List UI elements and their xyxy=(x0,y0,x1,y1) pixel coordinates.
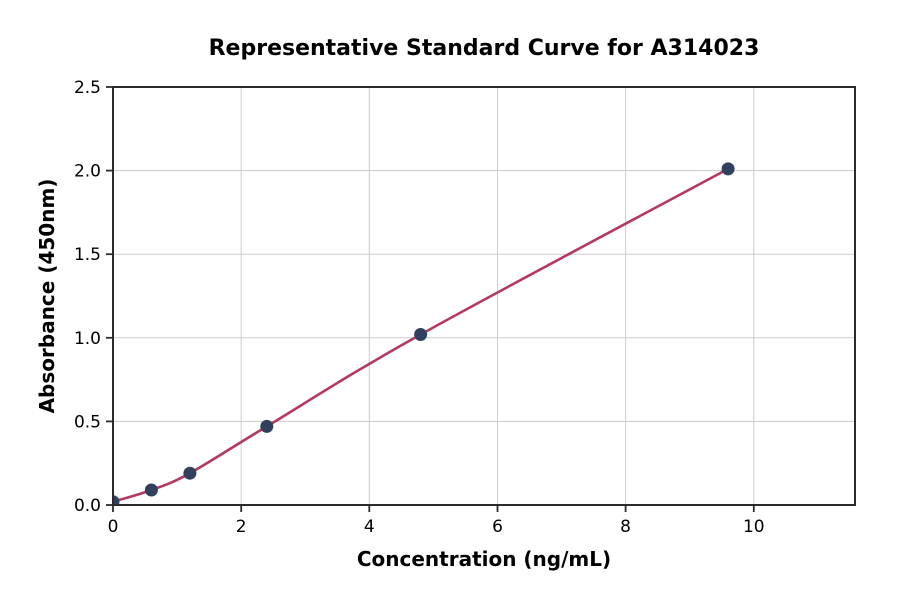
data-point xyxy=(260,419,274,433)
x-tick-label: 0 xyxy=(108,517,119,537)
y-axis-label: Absorbance (450nm) xyxy=(35,178,59,414)
x-axis-label: Concentration (ng/mL) xyxy=(356,547,612,571)
y-tick-label: 2.0 xyxy=(74,162,101,182)
plot-border xyxy=(112,86,856,506)
y-tick-label: 0.0 xyxy=(74,496,101,516)
y-tick-label: 1.5 xyxy=(74,245,101,265)
data-point xyxy=(721,162,735,176)
x-tick-label: 2 xyxy=(236,517,247,537)
x-tick-label: 6 xyxy=(492,517,503,537)
x-tick-label: 8 xyxy=(620,517,631,537)
y-tick-label: 0.5 xyxy=(74,412,101,432)
data-point xyxy=(414,328,428,341)
y-tick-label: 1.0 xyxy=(74,329,101,349)
y-tick-label: 2.5 xyxy=(74,78,101,98)
data-point xyxy=(144,483,158,497)
data-point xyxy=(183,466,197,480)
chart-title: Representative Standard Curve for A31402… xyxy=(208,36,760,61)
x-tick-label: 4 xyxy=(364,517,375,537)
data-series-group xyxy=(113,162,735,505)
x-tick-label: 10 xyxy=(743,517,765,537)
data-point xyxy=(113,495,120,505)
